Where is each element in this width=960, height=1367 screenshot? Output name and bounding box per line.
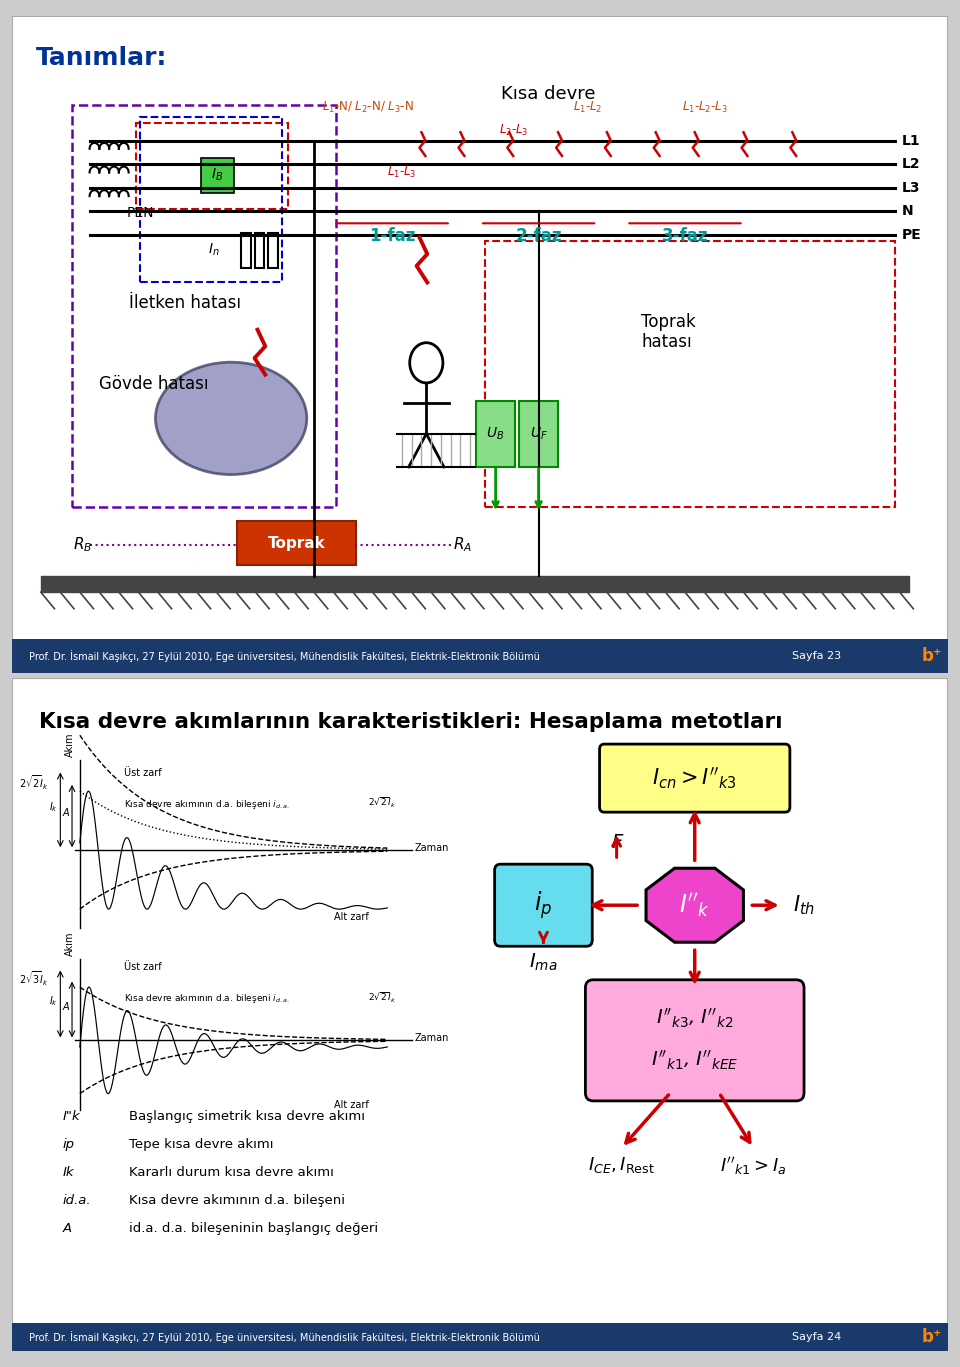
Text: Zaman: Zaman (415, 1033, 449, 1043)
Text: Gövde hatası: Gövde hatası (100, 375, 209, 392)
Text: Zaman: Zaman (415, 843, 449, 853)
Text: L3: L3 (901, 180, 920, 195)
Text: PE: PE (901, 228, 922, 242)
Text: $I_B$: $I_B$ (211, 167, 224, 183)
Text: I"k: I"k (62, 1110, 80, 1124)
Text: Tepe kısa devre akımı: Tepe kısa devre akımı (129, 1139, 274, 1151)
FancyBboxPatch shape (586, 980, 804, 1100)
Text: Üst zarf: Üst zarf (124, 962, 161, 972)
Text: Kısa devre akımının d.a. bileşeni: Kısa devre akımının d.a. bileşeni (129, 1195, 345, 1207)
Text: $U_B$: $U_B$ (487, 425, 505, 442)
Text: b⁺: b⁺ (922, 647, 942, 664)
Text: Prof. Dr. İsmail Kaşıkçı, 27 Eylül 2010, Ege üniversitesi, Mühendislik Fakültesi: Prof. Dr. İsmail Kaşıkçı, 27 Eylül 2010,… (29, 1330, 540, 1342)
Text: 3-faz: 3-faz (661, 227, 708, 245)
Text: $2\sqrt{3}I_k$: $2\sqrt{3}I_k$ (19, 969, 49, 988)
Text: Alt zarf: Alt zarf (334, 1099, 369, 1110)
Text: $L_1$-$L_2$: $L_1$-$L_2$ (573, 100, 602, 115)
Text: $I''_{k1}$, $I''_{kEE}$: $I''_{k1}$, $I''_{kEE}$ (651, 1048, 738, 1072)
Text: $A$: $A$ (61, 807, 70, 817)
Text: L2: L2 (901, 157, 921, 171)
Text: $I_n$: $I_n$ (207, 241, 219, 257)
Text: $L_2$-$L_3$: $L_2$-$L_3$ (499, 123, 529, 138)
Text: Sayfa 23: Sayfa 23 (792, 651, 842, 662)
Text: $I_{cn} > I''_{k3}$: $I_{cn} > I''_{k3}$ (653, 766, 737, 791)
Text: PEN: PEN (127, 206, 155, 220)
Text: Alt zarf: Alt zarf (334, 912, 369, 921)
Text: $i_p$: $i_p$ (535, 890, 553, 921)
Text: Tanımlar:: Tanımlar: (36, 46, 167, 70)
Text: id.a. d.a. bileşeninin başlangıç değeri: id.a. d.a. bileşeninin başlangıç değeri (129, 1222, 378, 1236)
Text: Toprak: Toprak (268, 536, 325, 551)
Text: $2\sqrt{2}I_k$: $2\sqrt{2}I_k$ (368, 991, 396, 1005)
Text: $L_1$-N/ $L_2$-N/ $L_3$-N: $L_1$-N/ $L_2$-N/ $L_3$-N (322, 100, 414, 115)
Text: 2-faz: 2-faz (516, 227, 562, 245)
Text: Sayfa 24: Sayfa 24 (792, 1331, 842, 1341)
Text: id.a.: id.a. (62, 1195, 91, 1207)
Text: Ik: Ik (62, 1166, 74, 1180)
Text: İletken hatası: İletken hatası (129, 294, 241, 313)
Text: Toprak
hatası: Toprak hatası (641, 313, 696, 351)
Text: Prof. Dr. İsmail Kaşıkçı, 27 Eylül 2010, Ege üniversitesi, Mühendislik Fakültesi: Prof. Dr. İsmail Kaşıkçı, 27 Eylül 2010,… (29, 651, 540, 662)
Text: Başlangıç simetrik kısa devre akımı: Başlangıç simetrik kısa devre akımı (129, 1110, 365, 1124)
Text: $R_A$: $R_A$ (453, 536, 471, 554)
Text: b⁺: b⁺ (922, 1327, 942, 1345)
Text: Kısa devre akımının d.a. bileşeni $i_{d.a.}$: Kısa devre akımının d.a. bileşeni $i_{d.… (124, 992, 290, 1005)
Text: $L_1$-$L_2$-$L_3$: $L_1$-$L_2$-$L_3$ (682, 100, 728, 115)
Text: Akım: Akım (65, 932, 75, 957)
Text: $U_F$: $U_F$ (530, 425, 547, 442)
FancyBboxPatch shape (476, 401, 516, 468)
Text: $I''_{k3}$, $I''_{k2}$: $I''_{k3}$, $I''_{k2}$ (656, 1006, 733, 1029)
Text: $R_B$: $R_B$ (73, 536, 92, 554)
Ellipse shape (156, 362, 307, 474)
Text: Kararlı durum kısa devre akımı: Kararlı durum kısa devre akımı (129, 1166, 333, 1180)
Text: ip: ip (62, 1139, 74, 1151)
Text: $I''_{k1} > I_a$: $I''_{k1} > I_a$ (720, 1155, 786, 1177)
FancyBboxPatch shape (254, 232, 264, 268)
Text: Kısa devre: Kısa devre (501, 85, 595, 103)
FancyBboxPatch shape (201, 159, 234, 193)
Text: Akım: Akım (65, 733, 75, 757)
Text: 1-faz: 1-faz (369, 227, 416, 245)
Text: $A$: $A$ (61, 999, 70, 1012)
FancyBboxPatch shape (268, 232, 278, 268)
Text: $I_{CE}, I_{\mathrm{Rest}}$: $I_{CE}, I_{\mathrm{Rest}}$ (588, 1155, 655, 1174)
Text: $I_k$: $I_k$ (49, 994, 59, 1007)
FancyBboxPatch shape (12, 1323, 948, 1351)
Text: A: A (62, 1222, 71, 1236)
Text: $I_k$: $I_k$ (49, 800, 59, 813)
Text: $I_{th}$: $I_{th}$ (793, 894, 815, 917)
Text: Üst zarf: Üst zarf (124, 768, 161, 778)
FancyBboxPatch shape (241, 232, 251, 268)
Text: $I_{ma}$: $I_{ma}$ (529, 951, 558, 973)
FancyBboxPatch shape (12, 16, 948, 673)
Text: F: F (611, 833, 622, 852)
Text: Kısa devre akımlarının karakteristikleri: Hesaplama metotları: Kısa devre akımlarının karakteristikleri… (38, 712, 782, 733)
FancyBboxPatch shape (519, 401, 558, 468)
Text: L1: L1 (901, 134, 921, 148)
FancyBboxPatch shape (12, 678, 948, 1351)
Text: $L_1$-$L_3$: $L_1$-$L_3$ (387, 165, 417, 180)
FancyBboxPatch shape (12, 640, 948, 673)
FancyBboxPatch shape (237, 521, 356, 565)
FancyBboxPatch shape (494, 864, 592, 946)
Text: $I''_k$: $I''_k$ (680, 891, 710, 919)
Text: $2\sqrt{2}I_k$: $2\sqrt{2}I_k$ (19, 774, 49, 791)
Text: N: N (901, 205, 913, 219)
FancyBboxPatch shape (600, 744, 790, 812)
Polygon shape (646, 868, 743, 942)
Text: Kısa devre akımının d.a. bileşeni $i_{d.a.}$: Kısa devre akımının d.a. bileşeni $i_{d.… (124, 798, 290, 811)
Text: $2\sqrt{2}I_k$: $2\sqrt{2}I_k$ (368, 796, 396, 811)
